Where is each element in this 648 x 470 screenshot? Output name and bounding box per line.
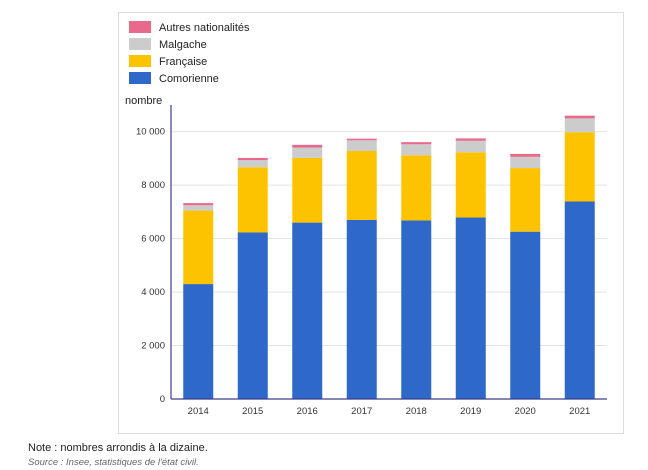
chart-source: Source : Insee, statistiques de l'état c… (28, 457, 199, 468)
bar-2019-française (455, 152, 486, 218)
x-tick-label-2020: 2020 (515, 406, 536, 417)
legend-label-3: Comorienne (159, 73, 219, 85)
x-tick-label-2019: 2019 (460, 406, 481, 417)
bar-2014-française (183, 210, 214, 285)
bar-2020-française (510, 168, 541, 232)
bar-2016-comorienne (292, 222, 323, 399)
bar-2017-autres-nationalités (346, 138, 377, 141)
legend-label-2: Française (159, 56, 207, 68)
bar-2015-française (237, 167, 268, 233)
bar-2014-autres-nationalités (183, 203, 214, 206)
legend-swatch-3 (129, 72, 151, 84)
legend-swatch-1 (129, 38, 151, 50)
bars (183, 115, 595, 399)
y-tick-label-1: 2 000 (141, 341, 165, 352)
bar-2021-malgache (564, 118, 595, 133)
x-tick-label-2021: 2021 (569, 406, 590, 417)
bar-2020-malgache (510, 156, 541, 169)
bar-2017-française (346, 150, 377, 220)
bar-2018-française (401, 155, 432, 221)
y-tick-label-0: 0 (160, 394, 165, 405)
x-tick-label-2017: 2017 (351, 406, 372, 417)
bar-2020-autres-nationalités (510, 153, 541, 157)
legend: Autres nationalités Malgache Française Como… (129, 21, 250, 85)
bar-2018-autres-nationalités (401, 142, 432, 145)
gridlines (171, 131, 607, 347)
legend-label-1: Malgache (159, 39, 207, 51)
bar-2015-autres-nationalités (237, 157, 268, 161)
bar-2016-autres-nationalités (292, 144, 323, 148)
bar-2019-autres-nationalités (455, 138, 486, 141)
bar-2016-malgache (292, 147, 323, 158)
x-tick-label-2018: 2018 (406, 406, 427, 417)
y-tick-label-2: 4 000 (141, 287, 165, 298)
bar-2017-malgache (346, 140, 377, 151)
bar-2018-comorienne (401, 220, 432, 399)
y-tick-label-5: 10 000 (136, 127, 165, 138)
bar-2021-autres-nationalités (564, 115, 595, 119)
bar-2019-comorienne (455, 217, 486, 399)
chart-note: Note : nombres arrondis à la dizaine. (28, 442, 208, 454)
axes (170, 105, 607, 400)
bar-2015-comorienne (237, 232, 268, 399)
y-tick-label-4: 8 000 (141, 180, 165, 191)
x-tick-label-2016: 2016 (297, 406, 318, 417)
bar-2019-malgache (455, 140, 486, 153)
bar-2016-française (292, 157, 323, 223)
y-tick-label-3: 6 000 (141, 234, 165, 245)
bar-2015-malgache (237, 160, 268, 168)
x-tick-label-2015: 2015 (242, 406, 263, 417)
bar-2021-comorienne (564, 201, 595, 399)
y-axis-label: nombre (125, 95, 162, 107)
stacked-bar-chart: Autres nationalités Malgache Française Como… (125, 21, 607, 417)
bar-2014-comorienne (183, 284, 214, 399)
bar-2018-malgache (401, 144, 432, 156)
y-tick-labels: 0 2 000 4 000 6 000 8 000 10 000 (136, 127, 165, 405)
legend-swatch-2 (129, 55, 151, 67)
bar-2017-comorienne (346, 219, 377, 399)
legend-swatch-0 (129, 21, 151, 33)
chart-frame: Autres nationalités Malgache Française Como… (118, 12, 624, 434)
bar-2020-comorienne (510, 231, 541, 399)
x-tick-labels: 2014 2015 2016 2017 2018 2019 2020 2021 (188, 406, 591, 417)
x-tick-label-2014: 2014 (188, 406, 209, 417)
bar-2021-française (564, 132, 595, 202)
legend-label-0: Autres nationalités (159, 22, 250, 34)
bar-2014-malgache (183, 205, 214, 211)
